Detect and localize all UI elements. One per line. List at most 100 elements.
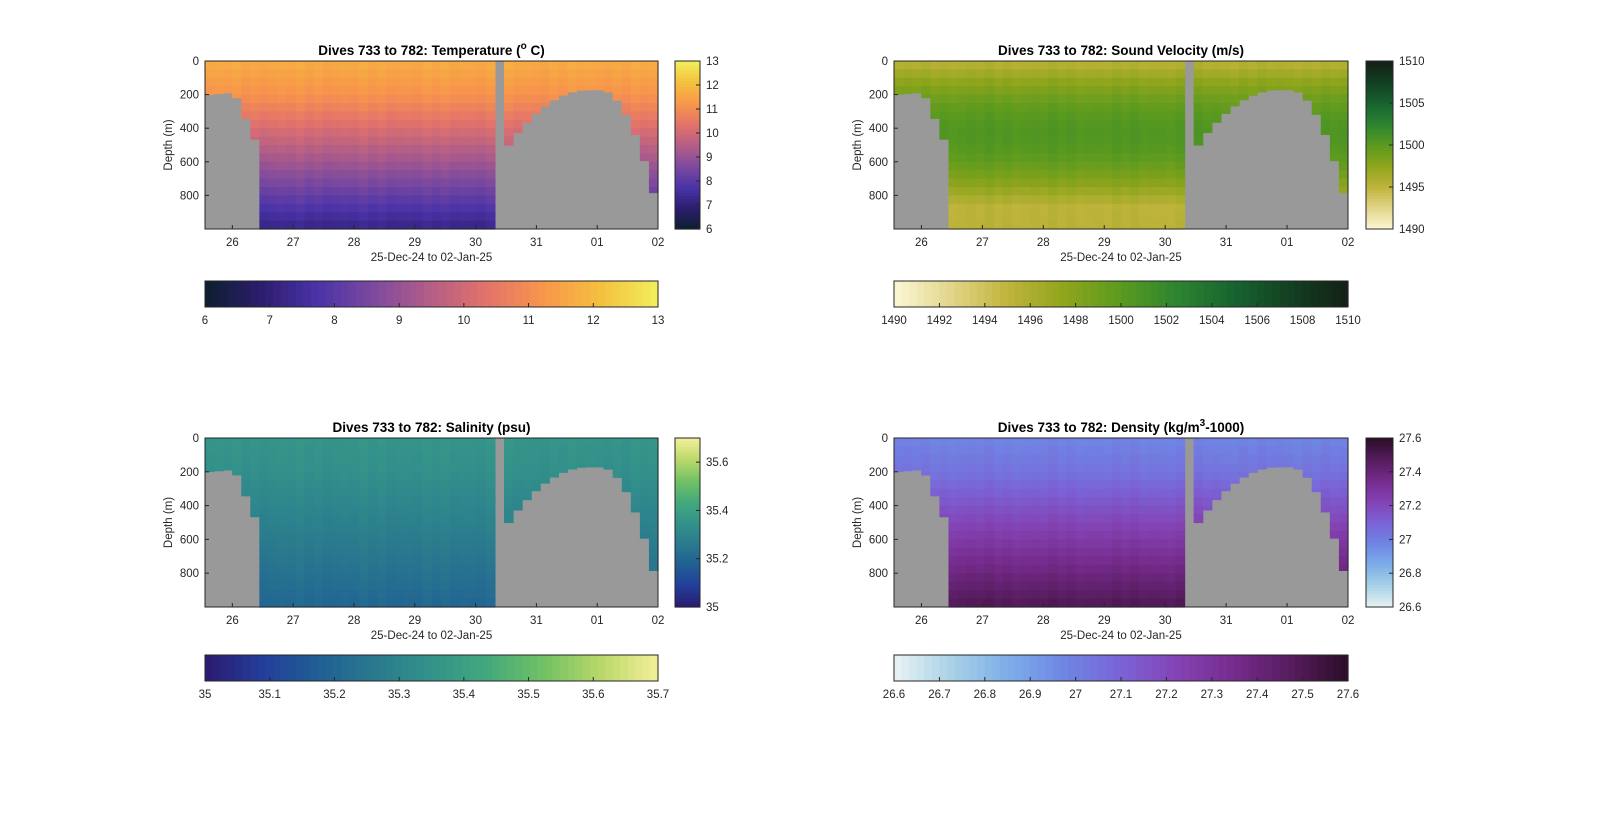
heatmap-cell — [476, 128, 487, 138]
heatmap-cell — [1039, 220, 1049, 230]
heatmap-cell — [621, 480, 632, 490]
colorbar-segment — [1090, 281, 1099, 307]
heatmap-cell — [1130, 463, 1140, 473]
colorbar-segment — [597, 655, 606, 681]
heatmap-cell — [340, 119, 351, 129]
heatmap-cell — [1084, 69, 1095, 79]
heatmap-cell — [1075, 564, 1086, 574]
heatmap-cell — [277, 161, 288, 171]
heatmap-cell — [277, 446, 288, 456]
heatmap-cell — [322, 480, 333, 490]
colorbar-segment — [675, 604, 700, 608]
heatmap-cell — [1039, 128, 1049, 138]
heatmap-cell — [939, 480, 950, 490]
heatmap-cell — [1093, 539, 1104, 549]
heatmap-cell — [1075, 539, 1086, 549]
heatmap-cell — [349, 446, 360, 456]
heatmap-cell — [966, 454, 977, 464]
heatmap-cell — [1121, 488, 1131, 498]
heatmap-cell — [340, 77, 351, 87]
heatmap-cell — [1012, 61, 1022, 70]
heatmap-cell — [1048, 514, 1059, 524]
heatmap-cell — [1148, 203, 1158, 213]
heatmap-cell — [413, 463, 424, 473]
colorbar-segment — [1366, 522, 1393, 526]
chart-panel-2: Dives 733 to 782: Sound Velocity (m/s)02… — [852, 43, 1425, 327]
colorbar-segment — [1189, 281, 1198, 307]
heatmap-cell — [930, 77, 940, 87]
heatmap-cell — [1148, 438, 1158, 448]
heatmap-cell — [1075, 438, 1086, 448]
heatmap-cell — [1002, 505, 1013, 515]
colorbar-segment — [969, 281, 978, 307]
heatmap-cell — [205, 61, 215, 70]
heatmap-cell — [458, 119, 469, 129]
heatmap-cell — [948, 136, 959, 146]
heatmap-cell — [404, 119, 414, 129]
colorbar-segment — [675, 590, 700, 594]
heatmap-cell — [513, 446, 523, 456]
heatmap-cell — [467, 220, 478, 230]
colorbar-segment — [1189, 655, 1198, 681]
heatmap-cell — [1021, 69, 1031, 79]
colorbar-segment — [1366, 587, 1393, 591]
colorbar-tick-label: 35.3 — [388, 689, 410, 701]
heatmap-cell — [648, 539, 659, 549]
heatmap-cell — [1148, 195, 1158, 205]
heatmap-cell — [349, 463, 360, 473]
heatmap-cell — [1102, 522, 1113, 532]
heatmap-cell — [1075, 522, 1086, 532]
colorbar-segment — [675, 83, 700, 87]
heatmap-cell — [1084, 195, 1095, 205]
heatmap-cell — [1239, 61, 1249, 70]
heatmap-cell — [458, 438, 469, 448]
heatmap-cell — [467, 128, 478, 138]
heatmap-cell — [567, 454, 578, 464]
heatmap-cell — [1121, 94, 1131, 104]
heatmap-cell — [241, 94, 251, 104]
colorbar-segment — [552, 281, 561, 307]
heatmap-cell — [1211, 86, 1222, 96]
heatmap-cell — [449, 86, 460, 96]
colorbar-tick-label: 1504 — [1199, 315, 1225, 327]
heatmap-cell — [1021, 446, 1031, 456]
heatmap-cell — [458, 220, 469, 230]
heatmap-cell — [322, 170, 333, 180]
heatmap-cell — [948, 220, 959, 230]
heatmap-cell — [322, 195, 333, 205]
heatmap-cell — [1021, 564, 1031, 574]
colorbar-segment — [1226, 281, 1236, 307]
colorbar-segment — [1052, 655, 1062, 681]
heatmap-cell — [1030, 446, 1040, 456]
heatmap-cell — [1338, 119, 1349, 129]
heatmap-cell — [331, 220, 342, 230]
colorbar-tick-label: 27 — [1069, 689, 1082, 701]
heatmap-cell — [340, 111, 351, 121]
heatmap-cell — [522, 69, 532, 79]
heatmap-cell — [1329, 505, 1340, 515]
heatmap-cell — [395, 522, 405, 532]
colorbar-segment — [924, 655, 933, 681]
heatmap-cell — [377, 446, 387, 456]
colorbar-segment — [675, 592, 700, 597]
heatmap-cell — [241, 454, 251, 464]
colorbar-segment — [227, 281, 236, 307]
heatmap-cell — [1139, 86, 1149, 96]
heatmap-cell — [1338, 514, 1349, 524]
heatmap-cell — [522, 77, 532, 87]
heatmap-cell — [259, 463, 270, 473]
heatmap-cell — [1048, 103, 1059, 112]
heatmap-cell — [322, 505, 333, 515]
heatmap-cell — [621, 94, 632, 104]
heatmap-cell — [594, 454, 605, 464]
heatmap-cell — [966, 86, 977, 96]
heatmap-cell — [359, 170, 369, 180]
heatmap-cell — [966, 505, 977, 515]
heatmap-cell — [467, 463, 478, 473]
heatmap-cell — [413, 514, 424, 524]
colorbar-segment — [1366, 89, 1393, 93]
heatmap-cell — [205, 69, 215, 79]
heatmap-cell — [930, 69, 940, 79]
heatmap-cell — [422, 539, 433, 549]
heatmap-cell — [1084, 187, 1095, 196]
